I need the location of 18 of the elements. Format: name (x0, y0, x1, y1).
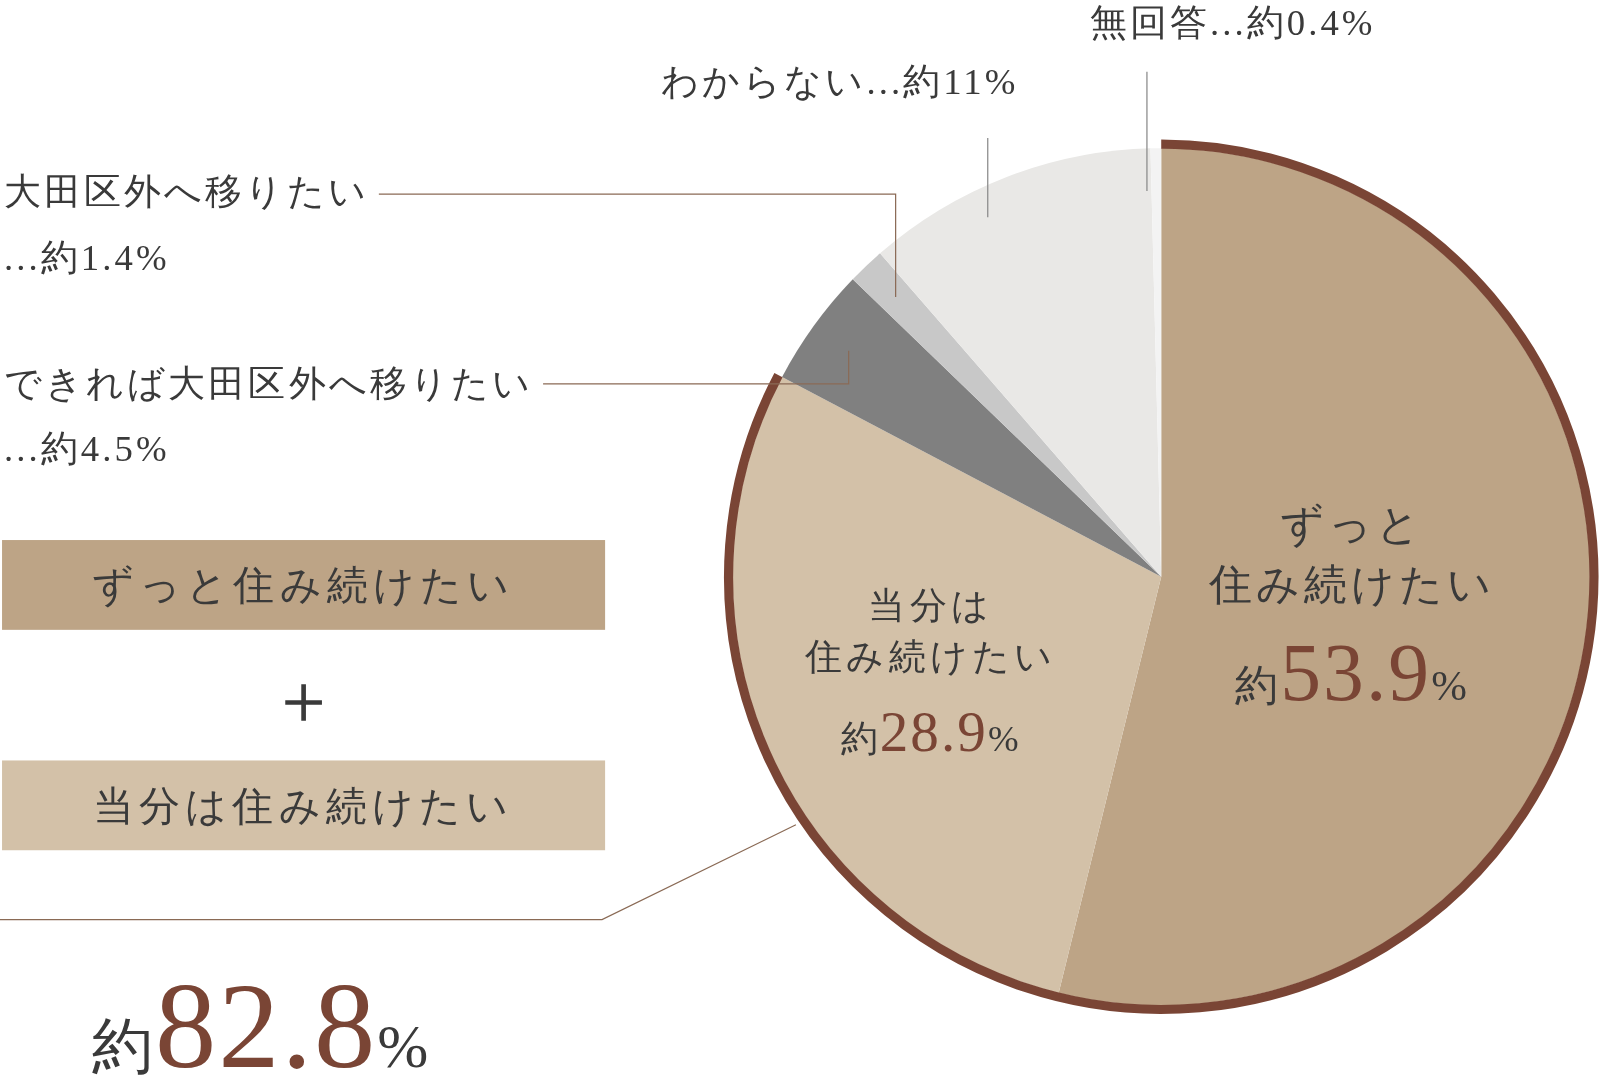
pie-slice (732, 377, 1162, 993)
pie-slice (880, 148, 1162, 577)
text: 約82.8% (91, 957, 431, 1076)
pie-slice (1058, 148, 1590, 1006)
data-label: 約53.9% (1235, 626, 1469, 718)
slice-label: できれば大田区外へ移りたい (4, 363, 533, 405)
pie-slice (782, 279, 1162, 577)
slice-label: 大田区外へ移りたい (4, 171, 369, 213)
slice-label: 無回答...約0.4% (1089, 1, 1376, 43)
slice-label: ずっと住み続けたい (1207, 501, 1496, 609)
slice-label: 当分は住み続けたい (804, 584, 1056, 678)
slice-label: わからない...約11% (661, 61, 1019, 103)
text: ずっと住み続けたい (92, 563, 515, 609)
slice-label: 当分は住み続けたい (93, 783, 514, 829)
data-label: ...約1.4% (4, 236, 170, 278)
text: ＋ (267, 658, 339, 738)
data-label: ...約4.5% (4, 428, 170, 470)
data-label: 約28.9% (840, 700, 1021, 764)
